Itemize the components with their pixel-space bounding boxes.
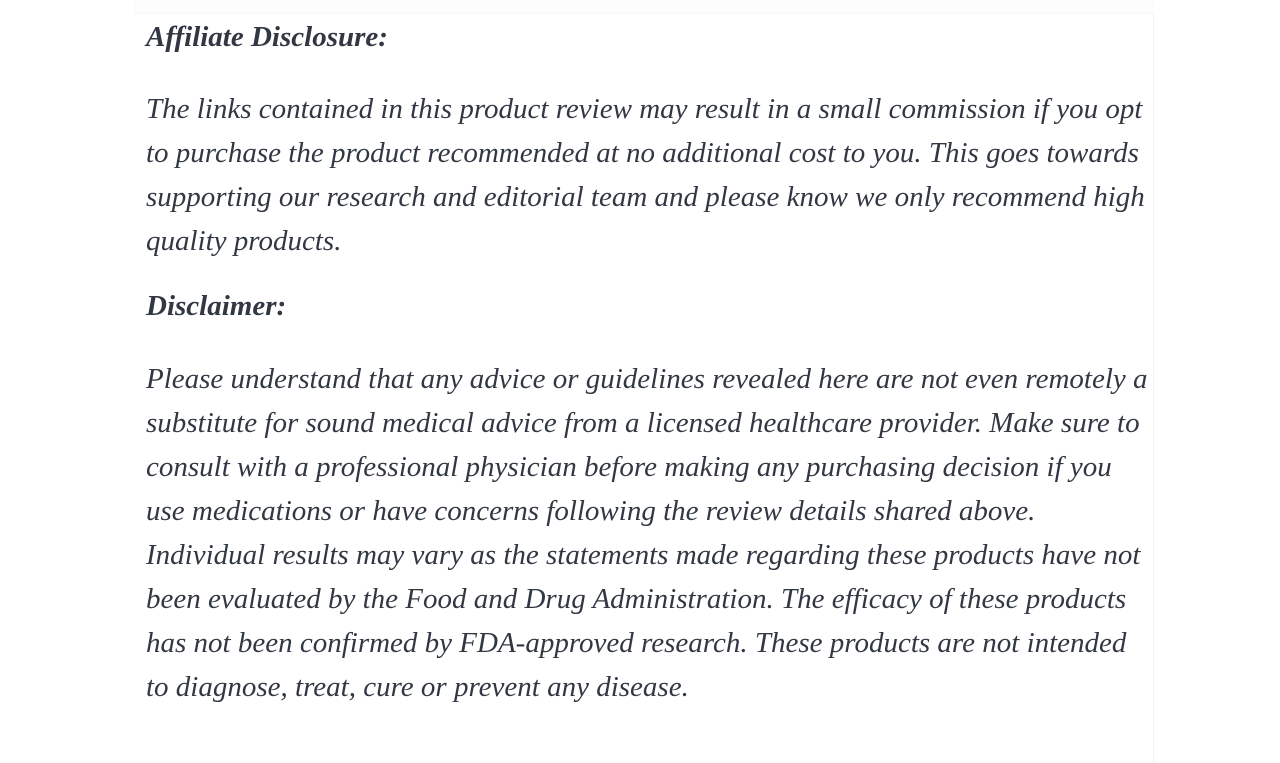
disclaimer-heading: Disclaimer: [146,290,287,322]
affiliate-disclosure-paragraph: The links contained in this product revi… [146,93,1145,257]
article-content: Affiliate Disclosure: The links containe… [135,14,1154,709]
disclaimer-paragraph: Please understand that any advice or gui… [146,363,1148,703]
content-right-border [1153,13,1154,763]
section-divider [135,0,1153,14]
affiliate-disclosure-heading: Affiliate Disclosure: [146,21,388,53]
